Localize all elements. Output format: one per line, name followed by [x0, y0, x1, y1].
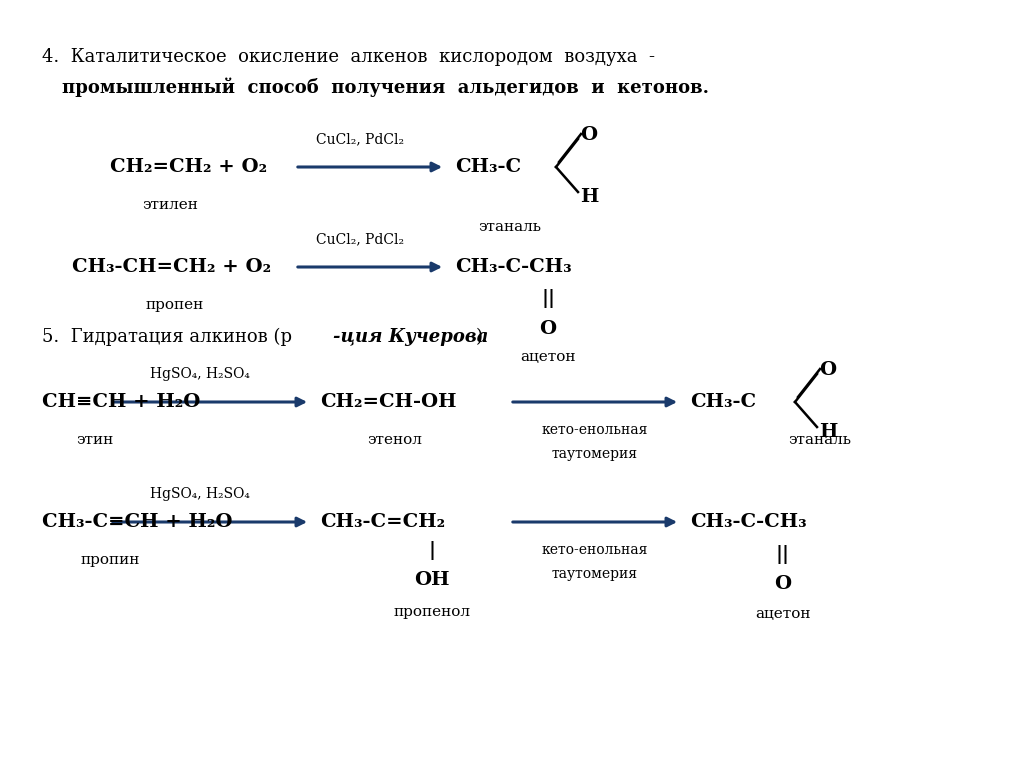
Text: таутомерия: таутомерия	[552, 567, 638, 581]
Text: CH₃-CH=CH₂ + O₂: CH₃-CH=CH₂ + O₂	[72, 258, 271, 276]
Text: 5.  Гидратация алкинов (р: 5. Гидратация алкинов (р	[42, 328, 292, 346]
Text: CH₃-C: CH₃-C	[455, 158, 521, 176]
Text: таутомерия: таутомерия	[552, 447, 638, 461]
Text: этаналь: этаналь	[478, 220, 542, 234]
Text: ||: ||	[776, 545, 790, 564]
Text: CH₃-C-CH₃: CH₃-C-CH₃	[455, 258, 571, 276]
Text: 4.  Каталитическое  окисление  алкенов  кислородом  воздуха  -: 4. Каталитическое окисление алкенов кисл…	[42, 48, 655, 66]
Text: CH₃-C=CH₂: CH₃-C=CH₂	[319, 513, 445, 531]
Text: пропен: пропен	[145, 298, 204, 312]
Text: ацетон: ацетон	[756, 607, 811, 621]
Text: этин: этин	[77, 433, 114, 447]
Text: H: H	[580, 188, 598, 206]
Text: кето-енольная: кето-енольная	[542, 423, 648, 437]
Text: O: O	[774, 575, 792, 593]
Text: O: O	[540, 320, 557, 338]
Text: пропин: пропин	[80, 553, 139, 567]
Text: O: O	[580, 126, 597, 144]
Text: пропенол: пропенол	[393, 605, 470, 619]
Text: -ция Кучерова: -ция Кучерова	[333, 328, 488, 346]
Text: этаналь: этаналь	[788, 433, 852, 447]
Text: O: O	[819, 361, 837, 379]
Text: этилен: этилен	[142, 198, 198, 212]
Text: CuCl₂, PdCl₂: CuCl₂, PdCl₂	[316, 132, 404, 146]
Text: OH: OH	[415, 571, 450, 589]
Text: CH₂=CH-OH: CH₂=CH-OH	[319, 393, 457, 411]
Text: CH₂=CH₂ + O₂: CH₂=CH₂ + O₂	[110, 158, 267, 176]
Text: CH₃-C≡CH + H₂O: CH₃-C≡CH + H₂O	[42, 513, 232, 531]
Text: CH₃-C-CH₃: CH₃-C-CH₃	[690, 513, 807, 531]
Text: этенол: этенол	[368, 433, 423, 447]
Text: |: |	[428, 541, 435, 559]
Text: HgSO₄, H₂SO₄: HgSO₄, H₂SO₄	[151, 367, 250, 381]
Text: CH₃-C: CH₃-C	[690, 393, 756, 411]
Text: ацетон: ацетон	[520, 350, 575, 364]
Text: CuCl₂, PdCl₂: CuCl₂, PdCl₂	[316, 232, 404, 246]
Text: H: H	[819, 423, 838, 441]
Text: кето-енольная: кето-енольная	[542, 543, 648, 557]
Text: CH≡CH + H₂O: CH≡CH + H₂O	[42, 393, 201, 411]
Text: HgSO₄, H₂SO₄: HgSO₄, H₂SO₄	[151, 487, 250, 501]
Text: ).: ).	[476, 328, 488, 346]
Text: промышленный  способ  получения  альдегидов  и  кетонов.: промышленный способ получения альдегидов…	[62, 77, 709, 97]
Text: ||: ||	[541, 289, 555, 308]
